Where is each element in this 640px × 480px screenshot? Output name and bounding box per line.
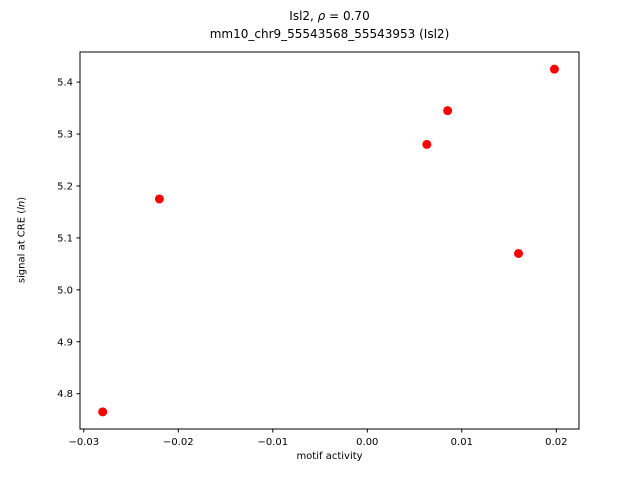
data-point [422,139,432,149]
data-point [98,407,108,417]
x-tick-label: −0.01 [257,437,288,448]
x-tick-label: 0.00 [356,437,378,448]
y-tick-label: 4.8 [57,389,73,400]
data-point [154,194,164,204]
y-tick-label: 5.2 [57,181,73,192]
x-tick-label: −0.02 [163,437,194,448]
y-tick-label: 5.3 [57,130,73,141]
axes-spines [79,51,580,430]
y-axis-label-suffix: ) [16,196,28,201]
x-tick-label: −0.03 [68,437,99,448]
x-axis-label: motif activity [296,451,363,462]
y-tick-label: 5.1 [57,233,73,244]
y-tick-label: 4.9 [57,337,73,348]
data-point [443,106,453,116]
y-axis-label: signal at CRE (ln) [17,197,28,283]
chart-title-line1: Isl2, ρ = 0.70 [80,9,579,23]
data-point [549,64,559,74]
data-point [514,248,524,258]
y-tick-label: 5.4 [57,78,73,89]
title-rho-symbol: ρ [317,9,326,23]
y-axis-label-prefix: signal at CRE ( [16,209,28,284]
chart-title-line2: mm10_chr9_55543568_55543953 (Isl2) [209,27,450,41]
title-correlation-value: = 0.70 [325,9,370,23]
x-tick-label: 0.02 [545,437,567,448]
y-axis-label-italic: ln [16,200,28,210]
title-prefix: Isl2, [289,9,318,23]
y-tick-label: 5.0 [57,285,73,296]
x-tick-label: 0.01 [451,437,473,448]
